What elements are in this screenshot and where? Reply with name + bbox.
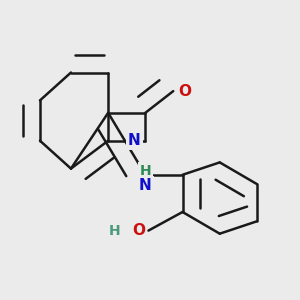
Text: O: O (132, 223, 146, 238)
Text: H: H (140, 164, 151, 178)
Text: N: N (128, 133, 141, 148)
Text: O: O (178, 84, 191, 99)
Text: H: H (109, 224, 121, 238)
Text: N: N (139, 178, 152, 193)
